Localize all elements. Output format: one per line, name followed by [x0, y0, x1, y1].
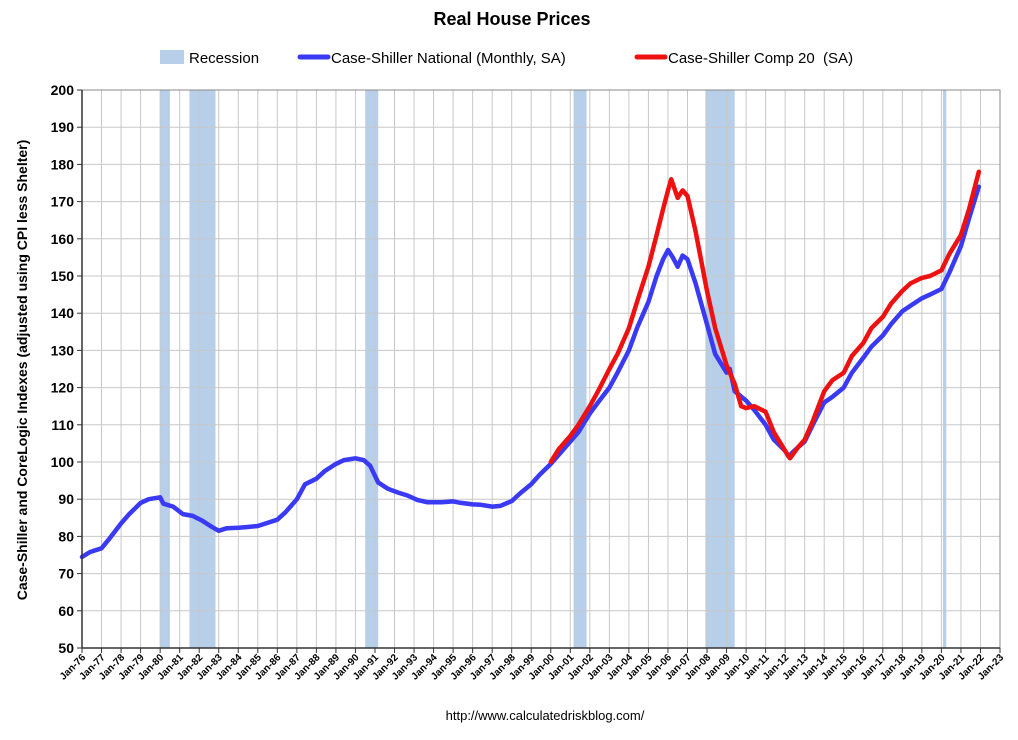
y-tick-label: 110	[51, 417, 74, 433]
y-tick-label: 140	[51, 305, 75, 321]
y-tick-label: 200	[51, 82, 75, 98]
legend: Recession Case-Shiller National (Monthly…	[160, 50, 853, 67]
y-tick-label: 130	[51, 342, 75, 358]
y-tick-label: 160	[51, 231, 75, 247]
y-tick-labels: 50 60 70 80 90 100 110 120 130 140 150 160 170 180 190…	[51, 82, 82, 656]
y-tick-label: 50	[58, 640, 74, 656]
legend-swatch-recession	[160, 50, 184, 64]
y-tick-label: 60	[58, 603, 74, 619]
y-tick-label: 170	[51, 194, 75, 210]
series-lines	[79, 169, 982, 560]
y-tick-label: 150	[51, 268, 75, 284]
recession-bands	[160, 90, 947, 648]
y-tick-label: 180	[51, 156, 75, 172]
recession-band	[160, 90, 170, 648]
recession-band	[189, 90, 216, 648]
axes	[81, 89, 1001, 649]
chart-title: Real House Prices	[433, 9, 590, 29]
recession-band	[943, 90, 947, 648]
legend-label-comp20: Case-Shiller Comp 20 (SA)	[668, 50, 853, 67]
y-tick-label: 100	[51, 454, 75, 470]
legend-label-recession: Recession	[189, 50, 259, 67]
plot-border	[81, 89, 1001, 649]
y-axis-label: Case-Shiller and CoreLogic Indexes (adju…	[14, 140, 30, 601]
y-tick-label: 80	[58, 528, 74, 544]
y-tick-label: 90	[58, 491, 74, 507]
y-tick-label: 120	[51, 380, 75, 396]
y-tick-label: 70	[58, 566, 74, 582]
recession-band	[365, 90, 379, 648]
y-tick-label: 190	[51, 119, 75, 135]
source-url: http://www.calculatedriskblog.com/	[446, 708, 645, 723]
legend-label-national: Case-Shiller National (Monthly, SA)	[331, 50, 566, 67]
series-line-comp20	[548, 169, 982, 465]
x-tick-labels: Jan-76Jan-77Jan-78Jan-79Jan-80Jan-81Jan-…	[58, 648, 1006, 683]
recession-band	[573, 90, 587, 648]
grid	[81, 89, 1001, 649]
